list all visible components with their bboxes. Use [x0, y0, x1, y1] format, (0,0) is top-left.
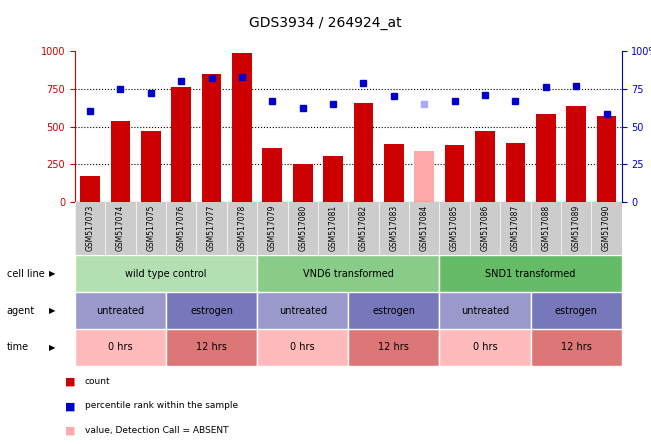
Text: VND6 transformed: VND6 transformed: [303, 269, 394, 279]
Bar: [80, 176, 100, 202]
Text: estrogen: estrogen: [555, 305, 598, 316]
Bar: [531, 292, 622, 329]
Bar: [353, 103, 374, 202]
Text: agent: agent: [7, 305, 35, 316]
Bar: [75, 329, 166, 366]
Text: GSM517086: GSM517086: [480, 205, 490, 251]
Bar: [439, 255, 622, 292]
Bar: [596, 116, 616, 202]
Text: value, Detection Call = ABSENT: value, Detection Call = ABSENT: [85, 426, 228, 435]
Text: GSM517081: GSM517081: [329, 205, 338, 251]
Text: GSM517075: GSM517075: [146, 205, 156, 251]
Text: GSM517087: GSM517087: [511, 205, 520, 251]
Text: ▶: ▶: [49, 269, 55, 278]
Text: GSM517089: GSM517089: [572, 205, 581, 251]
Bar: [323, 156, 343, 202]
Bar: [348, 292, 439, 329]
Bar: [439, 329, 531, 366]
Text: 12 hrs: 12 hrs: [196, 342, 227, 353]
Text: time: time: [7, 342, 29, 353]
Text: GSM517084: GSM517084: [420, 205, 429, 251]
Text: untreated: untreated: [461, 305, 509, 316]
Text: cell line: cell line: [7, 269, 44, 279]
Text: GSM517083: GSM517083: [389, 205, 398, 251]
Bar: [566, 106, 586, 202]
Bar: [445, 145, 465, 202]
Bar: [293, 164, 312, 202]
Text: estrogen: estrogen: [190, 305, 233, 316]
Bar: [171, 87, 191, 202]
Text: 0 hrs: 0 hrs: [108, 342, 133, 353]
Text: 12 hrs: 12 hrs: [378, 342, 409, 353]
Bar: [202, 74, 221, 202]
Bar: [166, 329, 257, 366]
Text: GSM517078: GSM517078: [238, 205, 247, 251]
Text: GSM517074: GSM517074: [116, 205, 125, 251]
Text: 0 hrs: 0 hrs: [290, 342, 315, 353]
Bar: [232, 52, 252, 202]
Text: GSM517076: GSM517076: [176, 205, 186, 251]
Bar: [75, 292, 166, 329]
Text: GSM517077: GSM517077: [207, 205, 216, 251]
Text: GSM517073: GSM517073: [85, 205, 94, 251]
Text: ▶: ▶: [49, 343, 55, 352]
Text: GSM517079: GSM517079: [268, 205, 277, 251]
Text: 12 hrs: 12 hrs: [561, 342, 592, 353]
Text: untreated: untreated: [279, 305, 327, 316]
Text: ▶: ▶: [49, 306, 55, 315]
Text: GSM517082: GSM517082: [359, 205, 368, 251]
Bar: [414, 151, 434, 202]
Text: wild type control: wild type control: [125, 269, 207, 279]
Text: ■: ■: [65, 401, 76, 412]
Bar: [257, 329, 348, 366]
Bar: [536, 115, 555, 202]
Bar: [505, 143, 525, 202]
Text: SND1 transformed: SND1 transformed: [486, 269, 575, 279]
Text: ■: ■: [65, 426, 76, 436]
Bar: [111, 120, 130, 202]
Text: 0 hrs: 0 hrs: [473, 342, 497, 353]
Bar: [531, 329, 622, 366]
Text: percentile rank within the sample: percentile rank within the sample: [85, 401, 238, 410]
Text: GDS3934 / 264924_at: GDS3934 / 264924_at: [249, 16, 402, 30]
Bar: [166, 292, 257, 329]
Bar: [475, 131, 495, 202]
Bar: [141, 131, 161, 202]
Bar: [384, 144, 404, 202]
Text: GSM517090: GSM517090: [602, 205, 611, 251]
Bar: [75, 255, 257, 292]
Text: GSM517088: GSM517088: [541, 205, 550, 251]
Text: estrogen: estrogen: [372, 305, 415, 316]
Bar: [348, 329, 439, 366]
Bar: [257, 255, 439, 292]
Text: GSM517085: GSM517085: [450, 205, 459, 251]
Text: untreated: untreated: [96, 305, 145, 316]
Text: ■: ■: [65, 377, 76, 387]
Text: count: count: [85, 377, 110, 386]
Bar: [257, 292, 348, 329]
Bar: [439, 292, 531, 329]
Bar: [262, 148, 283, 202]
Text: GSM517080: GSM517080: [298, 205, 307, 251]
